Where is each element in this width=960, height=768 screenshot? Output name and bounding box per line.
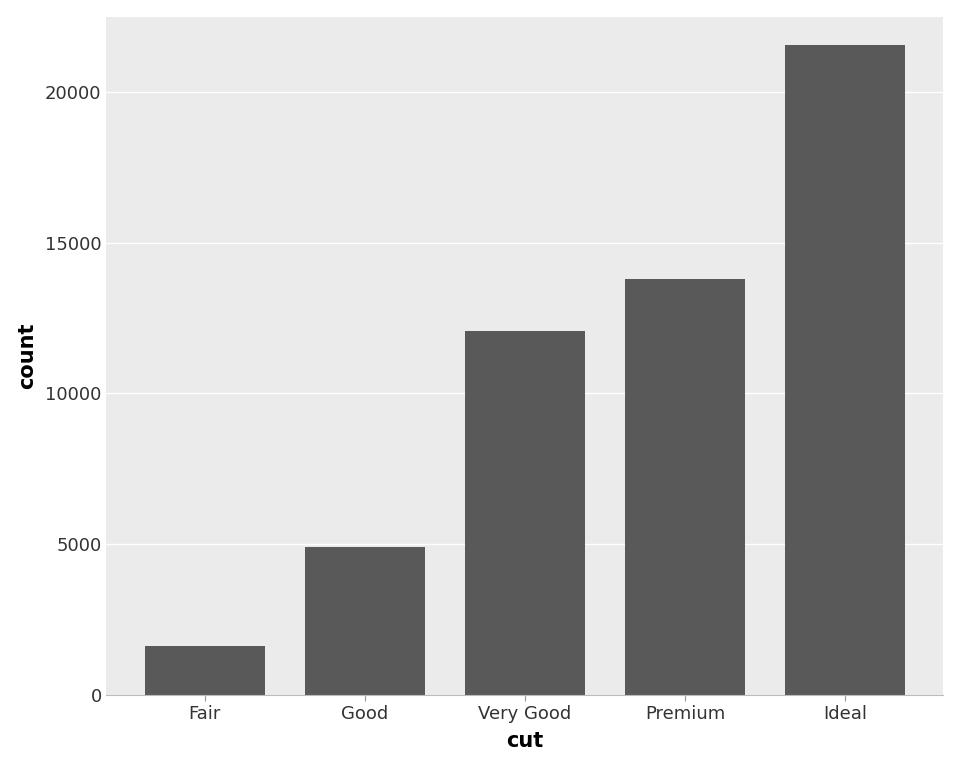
- Bar: [785, 45, 905, 694]
- Bar: [145, 646, 265, 694]
- Bar: [625, 279, 745, 694]
- X-axis label: cut: cut: [506, 731, 543, 751]
- Y-axis label: count: count: [16, 323, 36, 389]
- Bar: [304, 547, 425, 694]
- Bar: [465, 330, 585, 694]
